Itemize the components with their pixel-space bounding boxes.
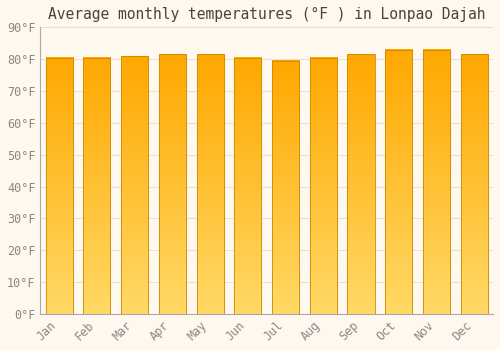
Bar [234,57,262,314]
Bar [460,54,488,314]
Bar [121,56,148,314]
Title: Average monthly temperatures (°F ) in Lonpao Dajah: Average monthly temperatures (°F ) in Lo… [48,7,486,22]
Bar [46,57,73,314]
Bar [385,50,412,314]
Bar [159,54,186,314]
Bar [310,57,337,314]
Bar [423,50,450,314]
Bar [348,54,374,314]
Bar [84,57,110,314]
Bar [272,61,299,314]
Bar [196,54,224,314]
